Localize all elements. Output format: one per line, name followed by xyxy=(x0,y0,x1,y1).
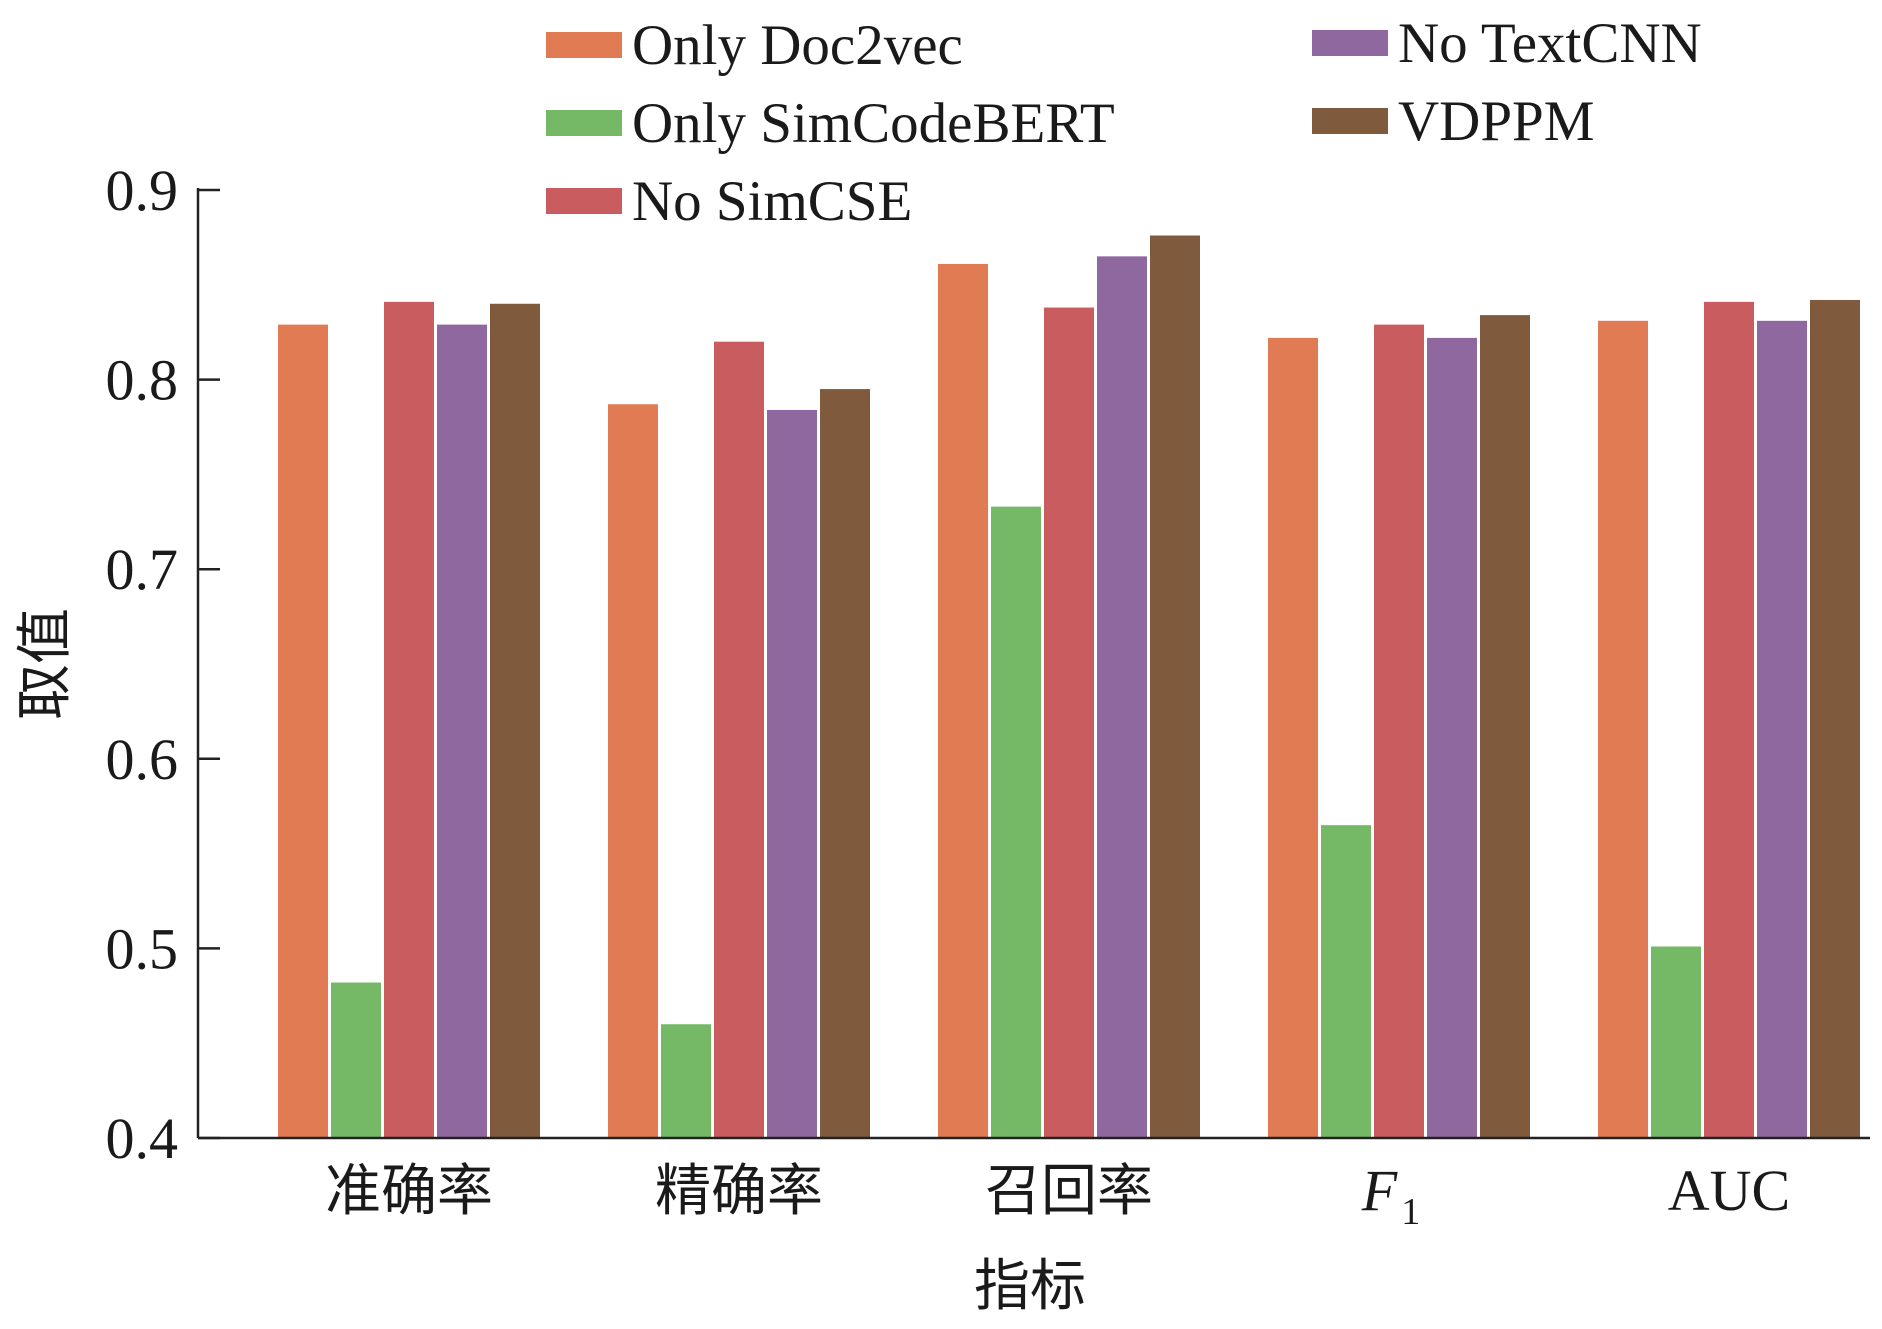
y-tick-label: 0.7 xyxy=(106,537,179,602)
bar xyxy=(331,982,381,1138)
bar xyxy=(608,404,658,1138)
y-tick-label: 0.6 xyxy=(106,727,179,792)
bar xyxy=(1598,320,1648,1139)
bar xyxy=(820,389,870,1139)
x-tick-label: 精确率 xyxy=(655,1159,823,1224)
bar xyxy=(1268,337,1318,1138)
bar xyxy=(1044,307,1094,1138)
bar xyxy=(278,324,328,1139)
bar xyxy=(1150,235,1200,1138)
bar xyxy=(1374,324,1424,1139)
x-tick-label: 准确率 xyxy=(325,1159,493,1224)
bar xyxy=(1480,315,1530,1138)
bar xyxy=(767,409,817,1138)
y-tick-label: 0.9 xyxy=(106,158,179,223)
y-axis: 0.4 0.5 0.6 0.7 0.8 0.9 xyxy=(106,158,220,1171)
x-tick-label: 召回率 xyxy=(985,1159,1153,1224)
legend-label: Only SimCodeBERT xyxy=(632,92,1115,155)
legend: Only Doc2vec Only SimCodeBERT No SimCSE No … xyxy=(546,12,1702,233)
bar xyxy=(1810,299,1860,1138)
bar xyxy=(437,324,487,1139)
legend-label: VDPPM xyxy=(1398,90,1594,153)
bar xyxy=(661,1024,711,1138)
bar xyxy=(1757,320,1807,1139)
legend-label: No TextCNN xyxy=(1398,12,1702,75)
y-tick-label: 0.8 xyxy=(106,348,179,413)
x-axis-title: 指标 xyxy=(974,1254,1086,1319)
legend-label: No SimCSE xyxy=(632,170,912,233)
bar xyxy=(490,303,540,1138)
bar xyxy=(1427,337,1477,1138)
legend-swatch xyxy=(546,32,622,58)
x-tick-label: AUC xyxy=(1668,1158,1790,1223)
bar xyxy=(714,341,764,1138)
bar xyxy=(1651,946,1701,1138)
legend-swatch xyxy=(1312,108,1388,134)
y-tick-label: 0.5 xyxy=(106,916,179,981)
legend-swatch xyxy=(1312,30,1388,56)
bar xyxy=(1097,256,1147,1138)
bar xyxy=(384,301,434,1138)
bar xyxy=(1321,825,1371,1138)
legend-swatch xyxy=(546,188,622,214)
bar xyxy=(991,506,1041,1139)
bar xyxy=(938,263,988,1139)
x-axis: 准确率 精确率 召回率 F 1 AUC xyxy=(198,1136,1870,1233)
bar xyxy=(1704,301,1754,1138)
bars xyxy=(278,235,1860,1139)
legend-label: Only Doc2vec xyxy=(632,14,963,77)
y-axis-title: 取值 xyxy=(13,608,78,720)
legend-swatch xyxy=(546,110,622,136)
y-tick-label: 0.4 xyxy=(106,1106,179,1171)
